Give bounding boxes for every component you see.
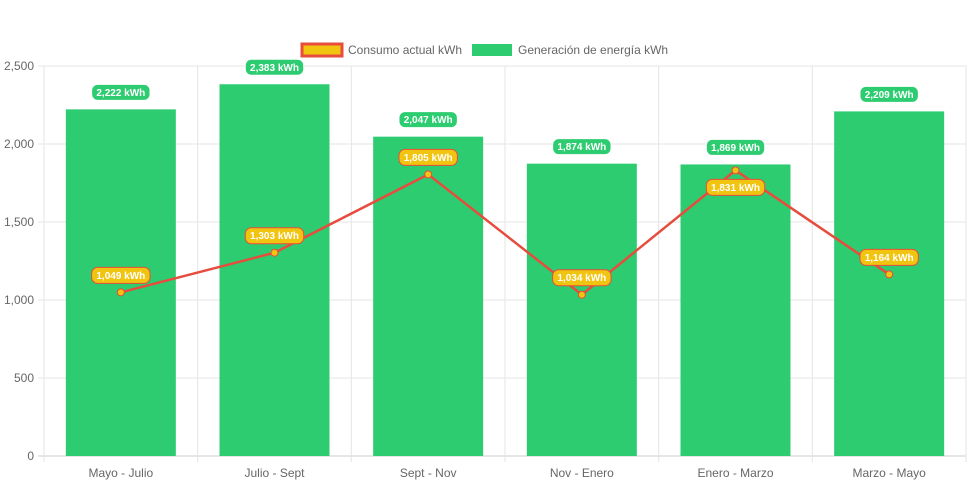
line-data-label-bg <box>91 266 151 284</box>
bar-data-label-bg <box>244 58 305 76</box>
bar-data-label-bg <box>91 83 151 101</box>
line-point <box>577 290 586 299</box>
y-tick-label: 2,000 <box>4 137 34 151</box>
line-data-label: 1,164 kWh <box>865 253 914 264</box>
x-tick-label: Enero - Marzo <box>697 466 773 480</box>
bar-generacion <box>680 164 791 456</box>
y-tick-label: 1,500 <box>4 215 34 229</box>
y-tick-label: 500 <box>14 371 34 385</box>
x-tick-label: Marzo - Mayo <box>852 466 926 480</box>
x-tick-label: Julio - Sept <box>244 466 305 480</box>
bar-data-label-bg <box>552 138 612 156</box>
bar-data-label: 1,874 kWh <box>557 142 606 153</box>
line-point <box>116 288 125 297</box>
bar-data-label-bg <box>859 85 919 103</box>
x-tick-label: Sept - Nov <box>400 466 457 480</box>
line-data-label: 1,049 kWh <box>96 271 145 282</box>
y-tick-label: 2,500 <box>4 59 34 73</box>
line-data-label-bg <box>705 178 766 196</box>
line-data-label: 1,831 kWh <box>711 183 760 194</box>
x-tick-label: Nov - Enero <box>550 466 614 480</box>
line-data-label-bg <box>859 248 919 266</box>
legend-swatch-generacion <box>472 44 512 56</box>
bar-data-label: 1,869 kWh <box>711 143 760 154</box>
line-point <box>731 166 740 175</box>
line-point <box>270 248 279 257</box>
bar-generacion <box>373 136 484 456</box>
bar-data-label-bg <box>705 138 766 156</box>
legend-swatch-consumo <box>300 42 344 58</box>
bar-generacion <box>834 111 945 456</box>
bar-generacion <box>219 84 330 456</box>
line-data-label-bg <box>552 269 612 287</box>
bar-data-label: 2,047 kWh <box>404 115 453 126</box>
line-data-label: 1,034 kWh <box>557 273 606 284</box>
y-tick-label: 0 <box>27 449 34 463</box>
line-data-label: 1,303 kWh <box>250 231 299 242</box>
line-data-label-bg <box>244 227 305 245</box>
line-point <box>424 170 433 179</box>
bar-data-label-bg <box>398 111 458 129</box>
line-data-label-bg <box>398 148 458 166</box>
x-tick-label: Mayo - Julio <box>88 466 153 480</box>
bar-data-label: 2,222 kWh <box>96 88 145 99</box>
bar-data-label: 2,209 kWh <box>865 90 914 101</box>
line-point <box>885 270 894 279</box>
bar-data-label: 2,383 kWh <box>250 63 299 74</box>
bar-generacion <box>526 163 637 456</box>
legend-label-generacion: Generación de energía kWh <box>518 43 668 57</box>
line-data-label: 1,805 kWh <box>404 153 453 164</box>
legend-label-consumo: Consumo actual kWh <box>348 43 462 57</box>
y-tick-label: 1,000 <box>4 293 34 307</box>
